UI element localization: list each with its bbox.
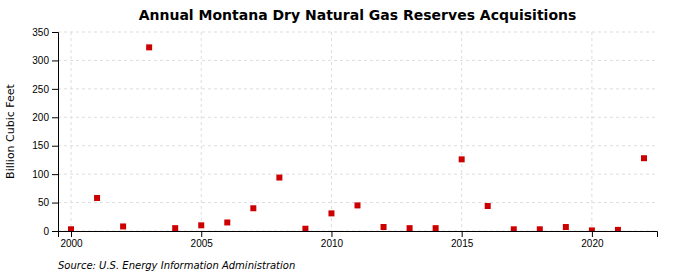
y-tick: 200 (32, 112, 58, 123)
grid-line-x (591, 32, 592, 231)
x-tick-label: 2015 (451, 238, 474, 249)
point (94, 195, 100, 201)
grid-line-x (461, 32, 462, 231)
x-axis: 2000 2005 2010 2015 2020 (59, 231, 658, 249)
point (381, 224, 387, 230)
y-tick-mark (52, 60, 58, 61)
y-tick: 300 (32, 55, 58, 66)
point (433, 225, 439, 231)
point (172, 225, 178, 231)
point (511, 226, 517, 231)
x-tick: 2000 (60, 231, 83, 249)
y-tick-label: 100 (32, 169, 49, 180)
x-tick-label: 2000 (60, 238, 83, 249)
y-tick-mark (52, 231, 58, 232)
y-axis: 0 50 100 150 200 250 300 350 (32, 27, 58, 237)
point (224, 219, 230, 225)
y-tick-label: 0 (43, 226, 49, 237)
grid-line-x (71, 32, 72, 231)
y-tick: 350 (32, 27, 58, 38)
y-tick: 0 (43, 226, 58, 237)
grid-line-y (58, 174, 657, 175)
y-tick: 50 (38, 197, 58, 208)
source: Source: U.S. Energy Information Administ… (58, 260, 295, 271)
y-tick-mark (52, 174, 58, 175)
point (198, 222, 204, 228)
x-axis-line (59, 232, 658, 238)
y-tick: 250 (32, 84, 58, 95)
point (615, 227, 621, 231)
y-tick-mark (52, 117, 58, 118)
x-tick-label: 2005 (191, 238, 214, 249)
x-tick: 2020 (581, 231, 604, 249)
point (328, 210, 334, 216)
point (276, 175, 282, 181)
points (68, 44, 647, 231)
x-tick-mark (592, 231, 593, 237)
grid (58, 32, 657, 231)
plot: 2000 2005 2010 2015 2020 0 50 100 150 200 250 300 35… (32, 27, 657, 249)
title: Annual Montana Dry Natural Gas Reserves … (139, 7, 577, 23)
y-tick-mark (52, 146, 58, 147)
x-tick-mark (201, 231, 202, 237)
x-tick-label: 2010 (321, 238, 344, 249)
y-tick-mark (52, 89, 58, 90)
grid-line-x (331, 32, 332, 231)
point (589, 227, 595, 231)
point (407, 225, 413, 231)
point (120, 223, 126, 229)
point (355, 202, 361, 208)
point (485, 203, 491, 209)
grid-line-y (58, 32, 657, 33)
grid-line-y (58, 145, 657, 146)
grid-line-y (58, 88, 657, 89)
y-tick-label: 200 (32, 112, 49, 123)
x-tick-label: 2020 (581, 238, 604, 249)
x-tick: 2010 (321, 231, 344, 249)
point (641, 155, 647, 161)
point (563, 224, 569, 230)
point (68, 226, 74, 231)
y-tick: 100 (32, 169, 58, 180)
x-tick-mark (462, 231, 463, 237)
point (459, 156, 465, 162)
y-tick-label: 250 (32, 84, 49, 95)
x-tick-mark (71, 231, 72, 237)
grid-line-y (58, 117, 657, 118)
grid-line-y (58, 60, 657, 61)
y-axis-line (52, 33, 59, 232)
x-tick-mark (331, 231, 332, 237)
y-tick-label: 150 (32, 140, 49, 151)
x-tick: 2015 (451, 231, 474, 249)
y-axis-title: Billion Cubic Feet (4, 83, 17, 178)
x-tick: 2005 (191, 231, 214, 249)
y-tick-label: 300 (32, 55, 49, 66)
y-tick-mark (52, 203, 58, 204)
point (302, 226, 308, 231)
point (537, 226, 543, 231)
y-tick-label: 50 (38, 197, 50, 208)
chart: 2000 2005 2010 2015 2020 0 50 100 150 200 250 300 35… (0, 0, 675, 275)
grid-line-x (201, 32, 202, 231)
y-tick-label: 350 (32, 27, 49, 38)
point (146, 44, 152, 50)
point (250, 205, 256, 211)
y-tick-mark (52, 32, 58, 33)
y-tick: 150 (32, 140, 58, 151)
